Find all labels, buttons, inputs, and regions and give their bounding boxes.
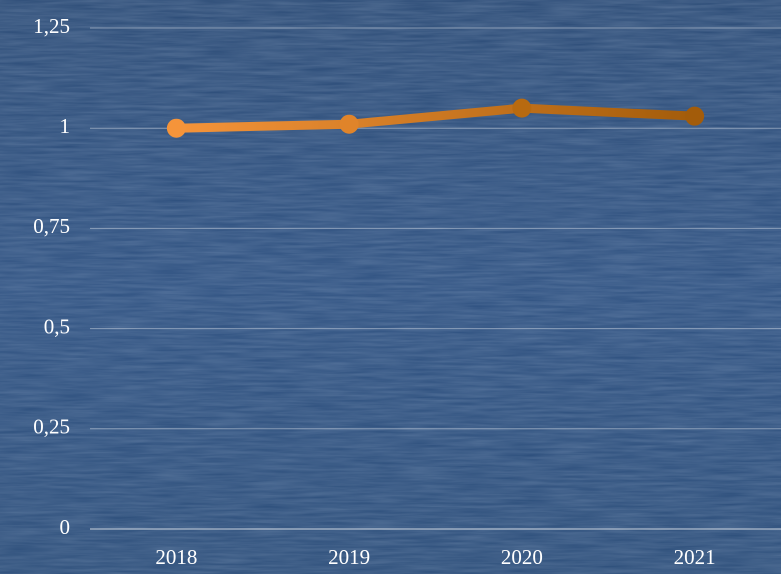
x-tick-label: 2019 bbox=[328, 545, 370, 569]
x-tick-label: 2018 bbox=[155, 545, 197, 569]
y-tick-label: 0,25 bbox=[33, 415, 70, 439]
data-point bbox=[339, 114, 359, 134]
y-tick-label: 0,5 bbox=[44, 314, 70, 338]
data-point bbox=[512, 98, 532, 118]
series-line bbox=[171, 103, 700, 133]
y-tick-label: 0 bbox=[60, 515, 71, 539]
y-tick-label: 1,25 bbox=[33, 14, 70, 38]
y-tick-label: 0,75 bbox=[33, 214, 70, 238]
y-tick-label: 1 bbox=[60, 114, 71, 138]
x-tick-label: 2021 bbox=[674, 545, 716, 569]
x-tick-label: 2020 bbox=[501, 545, 543, 569]
data-point bbox=[166, 118, 186, 138]
data-point bbox=[685, 106, 705, 126]
